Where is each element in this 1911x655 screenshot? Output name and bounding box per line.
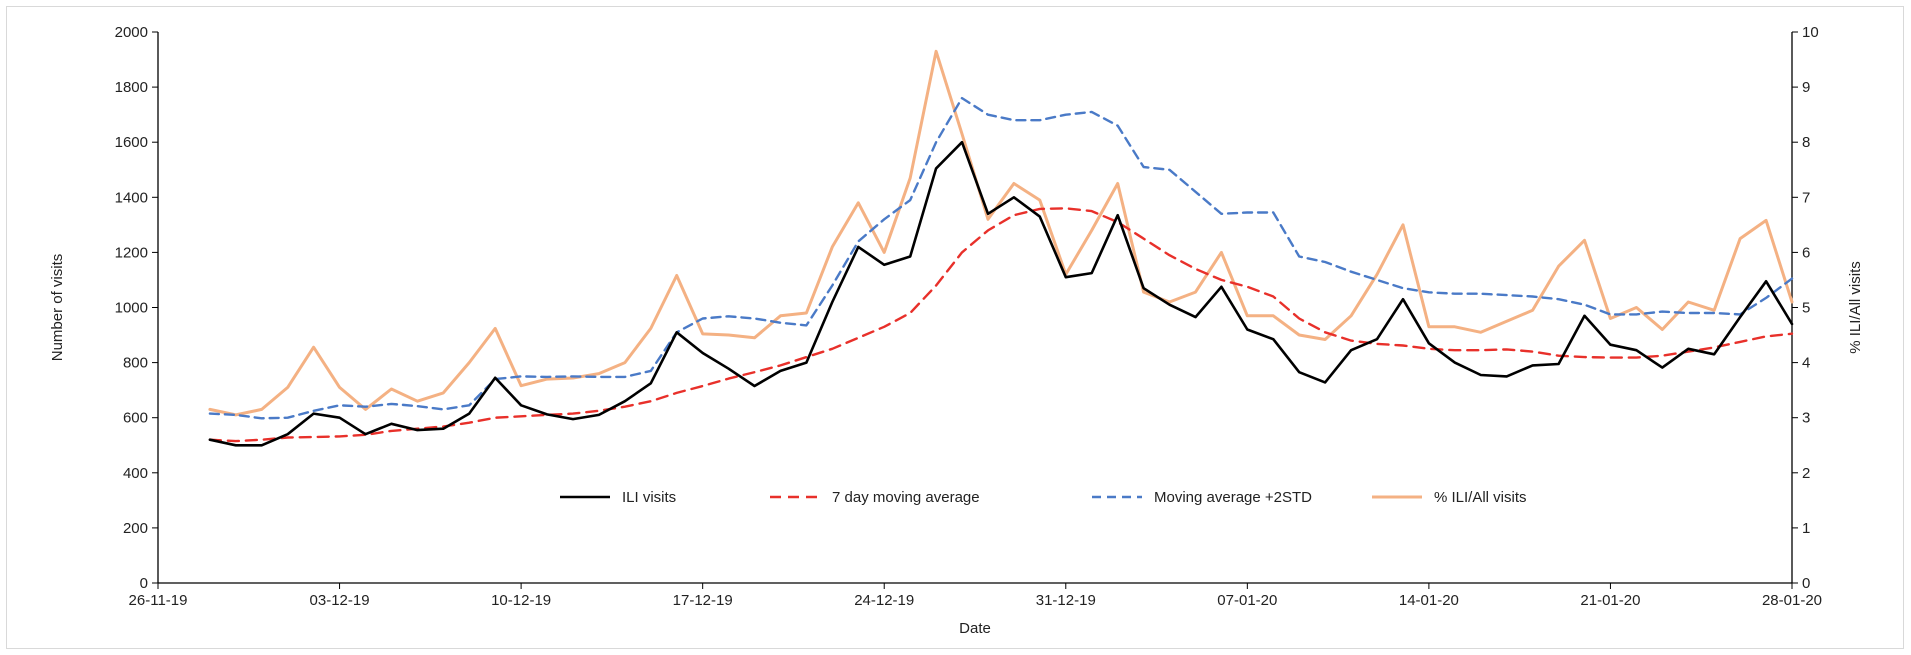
y-tick-label: 1600 (115, 134, 148, 151)
legend: ILI visits 7 day moving average Moving ave… (560, 489, 1527, 506)
x-tick-label: 26-11-19 (129, 592, 188, 609)
x-tick-label: 03-12-19 (310, 592, 370, 609)
chart-frame (6, 6, 1904, 649)
y2-tick-label: 6 (1802, 244, 1810, 261)
y-tick-label: 200 (123, 520, 148, 537)
x-tick-label: 07-01-20 (1217, 592, 1277, 609)
y-axis-title: Number of visits (49, 254, 66, 362)
y2-tick-label: 0 (1802, 575, 1810, 592)
y2-axis-title: % ILI/All visits (1847, 261, 1864, 354)
series-lines (208, 49, 1794, 447)
series-line-1 (208, 207, 1794, 443)
y-tick-label: 1000 (115, 300, 148, 317)
y-tick-label: 400 (123, 465, 148, 482)
y2-tick-label: 10 (1802, 24, 1819, 41)
legend-label: % ILI/All visits (1434, 489, 1527, 506)
x-tick-label: 28-01-20 (1762, 592, 1822, 609)
y2-tick-label: 8 (1802, 134, 1810, 151)
y2-tick-label: 5 (1802, 300, 1810, 317)
y-tick-label: 800 (123, 355, 148, 372)
series-line-3 (208, 49, 1794, 417)
y2-tick-label: 4 (1802, 355, 1810, 372)
axes (152, 31, 1798, 589)
y2-tick-label: 2 (1802, 465, 1810, 482)
y-tick-label: 2000 (115, 24, 148, 41)
x-tick-label: 21-01-20 (1580, 592, 1640, 609)
y-tick-label: 0 (140, 575, 148, 592)
tick-labels: 0 200 400 600 800 1000 1200 1400 1600 1800 2000 0 1 2… (115, 24, 1822, 609)
series-line-0 (208, 140, 1794, 447)
y-tick-label: 1800 (115, 79, 148, 96)
x-tick-label: 14-01-20 (1399, 592, 1459, 609)
y2-tick-label: 7 (1802, 189, 1810, 206)
series-line-2 (208, 96, 1794, 420)
y2-tick-label: 3 (1802, 410, 1810, 427)
x-axis-title: Date (959, 620, 991, 637)
legend-label: ILI visits (622, 489, 676, 506)
legend-label: 7 day moving average (832, 489, 980, 506)
x-tick-label: 31-12-19 (1036, 592, 1096, 609)
x-tick-label: 24-12-19 (854, 592, 914, 609)
y2-tick-label: 9 (1802, 79, 1810, 96)
y-tick-label: 1400 (115, 189, 148, 206)
y2-tick-label: 1 (1802, 520, 1810, 537)
x-tick-label: 10-12-19 (491, 592, 551, 609)
legend-label: Moving average +2STD (1154, 489, 1312, 506)
y-tick-label: 1200 (115, 244, 148, 261)
y-tick-label: 600 (123, 410, 148, 427)
x-tick-label: 17-12-19 (673, 592, 733, 609)
